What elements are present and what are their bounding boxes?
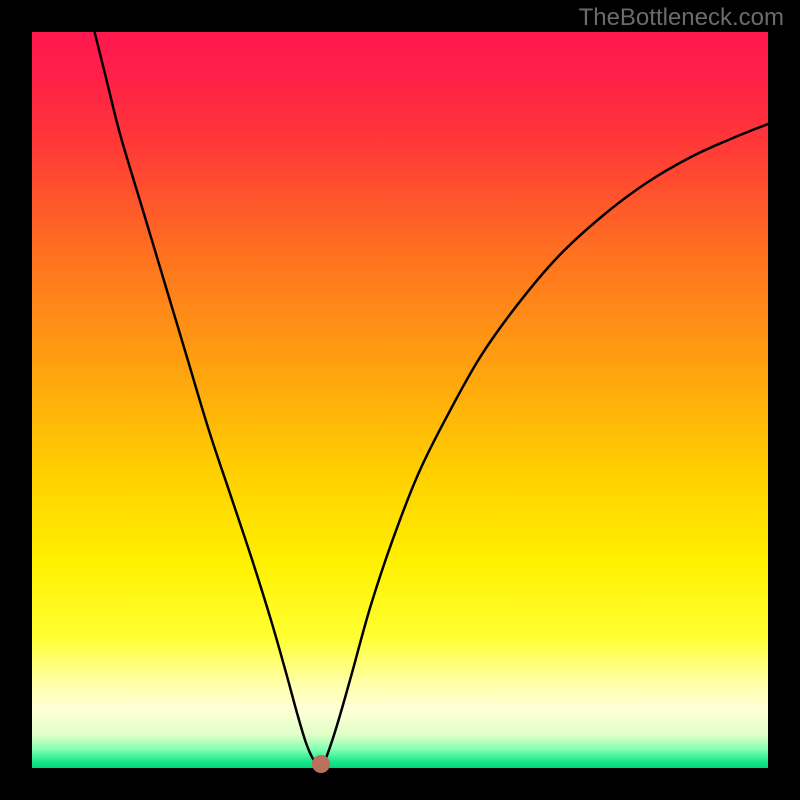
optimal-point-marker <box>312 755 330 773</box>
chart-container: TheBottleneck.com <box>0 0 800 800</box>
plot-area <box>32 32 768 768</box>
watermark-text: TheBottleneck.com <box>579 4 784 32</box>
bottleneck-curve <box>32 32 768 768</box>
